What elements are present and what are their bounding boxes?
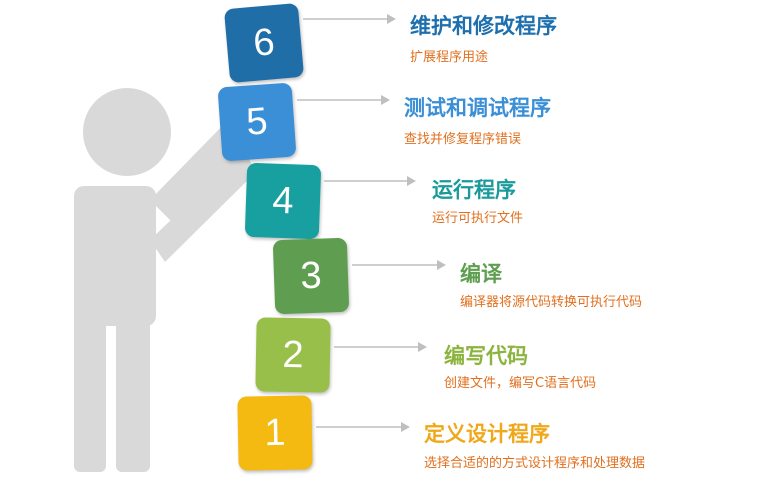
step-5-desc: 查找并修复程序错误: [404, 132, 522, 147]
step-2-box: 2: [255, 317, 331, 393]
step-3-desc: 编译器将源代码转换可执行代码: [460, 295, 643, 310]
step-3-title: 编译: [460, 262, 502, 286]
step-5-box: 5: [217, 82, 297, 162]
step-1-arrow: [316, 421, 410, 433]
step-4-box: 4: [244, 162, 322, 240]
step-6-title: 维护和修改程序: [410, 14, 557, 38]
step-2-title: 编写代码: [444, 344, 528, 368]
step-2-number: 2: [282, 333, 304, 376]
step-2-arrow: [334, 341, 427, 353]
step-6-desc: 扩展程序用途: [410, 50, 489, 65]
step-5-arrow: [297, 94, 390, 106]
step-3-box: 3: [272, 237, 350, 315]
step-5-title: 测试和调试程序: [404, 96, 551, 120]
step-5-number: 5: [244, 99, 269, 144]
step-4-title: 运行程序: [432, 178, 516, 202]
step-3-number: 3: [299, 254, 323, 297]
step-1-number: 1: [264, 411, 286, 454]
step-6-number: 6: [251, 20, 277, 65]
step-1-title: 定义设计程序: [424, 422, 550, 446]
step-6-box: 6: [223, 2, 305, 84]
step-3-arrow: [352, 259, 446, 271]
step-1-desc: 选择合适的的方式设计程序和处理数据: [424, 456, 646, 471]
step-4-number: 4: [271, 179, 295, 222]
step-6-arrow: [303, 13, 396, 25]
step-1-box: 1: [237, 395, 313, 471]
step-4-arrow: [324, 175, 416, 187]
step-2-desc: 创建文件，编写C语言代码: [444, 376, 597, 391]
step-4-desc: 运行可执行文件: [432, 211, 524, 226]
